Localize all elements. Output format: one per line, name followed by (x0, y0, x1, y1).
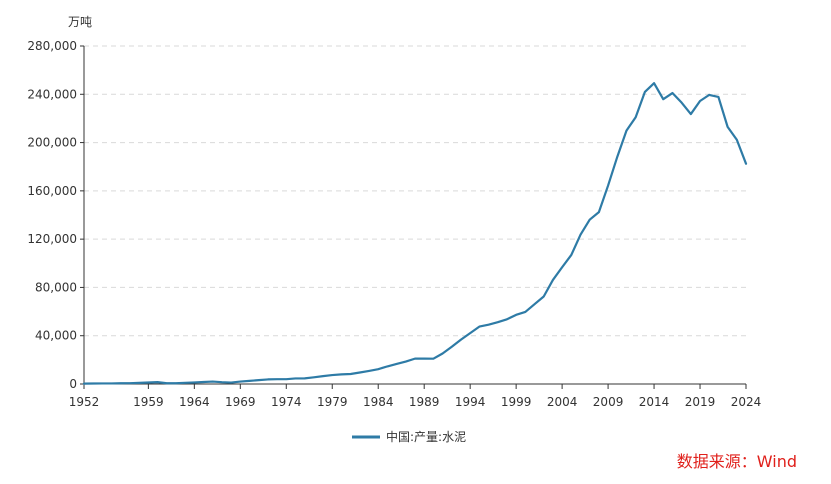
x-tick-label: 2004 (547, 395, 578, 409)
y-tick-label: 120,000 (27, 232, 77, 246)
y-tick-label: 240,000 (27, 87, 77, 101)
x-tick-label: 1964 (179, 395, 210, 409)
y-tick-label: 40,000 (35, 329, 77, 343)
series-line (82, 82, 748, 385)
grid-lines (84, 45, 746, 337)
x-tick-label: 2019 (685, 395, 716, 409)
x-tick-label: 1984 (363, 395, 394, 409)
x-tick-label: 1952 (69, 395, 100, 409)
x-tick-label: 1959 (133, 395, 164, 409)
x-tick-label: 2024 (731, 395, 762, 409)
y-axis-unit: 万吨 (68, 15, 92, 29)
y-tick-label: 200,000 (27, 136, 77, 150)
source-note: 数据来源：Wind (676, 452, 797, 471)
x-tick-label: 1989 (409, 395, 440, 409)
y-tick-label: 280,000 (27, 39, 77, 53)
x-tick-label: 1994 (455, 395, 486, 409)
series-lines (82, 82, 748, 385)
axes: 0 40,000 80,000 120,000 160,000 200,000 240,00… (27, 39, 761, 409)
y-tick-label: 0 (69, 377, 77, 391)
legend-label: 中国:产量:水泥 (386, 429, 466, 444)
x-tick-label: 2014 (639, 395, 670, 409)
x-tick-label: 1999 (501, 395, 532, 409)
x-tick-label: 1974 (271, 395, 302, 409)
y-tick-label: 80,000 (35, 280, 77, 294)
x-tick-label: 1979 (317, 395, 348, 409)
x-tick-label: 2009 (593, 395, 624, 409)
legend: 中国:产量:水泥 (352, 429, 466, 444)
x-tick-label: 1969 (225, 395, 256, 409)
y-tick-label: 160,000 (27, 184, 77, 198)
